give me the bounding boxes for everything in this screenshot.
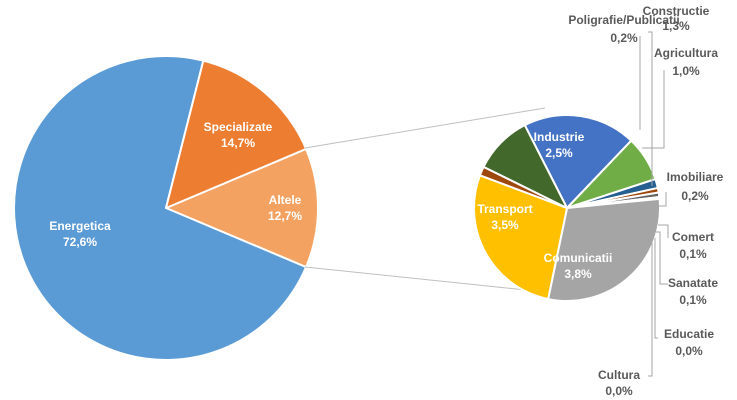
- connector-line-bottom: [304, 266, 546, 293]
- label-comert-name: Comert: [672, 230, 714, 244]
- leader-constructie: [648, 31, 653, 186]
- label-agricultura-name: Agricultura: [654, 46, 718, 60]
- label-transport-value: 3,5%: [491, 218, 519, 232]
- main-pie-slice-energetica: [13, 55, 308, 361]
- leader-sanatate: [656, 231, 668, 285]
- label-comunicatii-name: Comunicatii: [544, 251, 613, 265]
- label-constructie-name: Constructie: [643, 4, 710, 18]
- label-comunicatii-value: 3,8%: [564, 267, 592, 281]
- main-pie: [13, 55, 319, 361]
- connector-line-top: [304, 107, 546, 149]
- label-comert-value: 0,1%: [679, 247, 707, 261]
- label-cultura-name: Cultura: [598, 368, 640, 382]
- label-energetica-value: 72,6%: [63, 235, 97, 249]
- secondary-pie: [473, 114, 661, 302]
- secondary-pie-slice-industrie: [523, 114, 633, 209]
- secondary-pie-slice-constructie: [482, 124, 568, 209]
- label-agricultura-value: 1,0%: [672, 64, 700, 78]
- label-imobiliare-name: Imobiliare: [667, 170, 724, 184]
- leader-cultura: [648, 240, 653, 377]
- secondary-pie-slice-comunicatii: [547, 197, 661, 302]
- label-educatie-name: Educatie: [664, 327, 714, 341]
- label-poligrafie-value: 0,2%: [610, 31, 638, 45]
- leader-agricultura: [642, 70, 665, 149]
- leader-educatie: [654, 238, 658, 339]
- label-specializate-value: 14,7%: [221, 136, 255, 150]
- label-sanatate-name: Sanatate: [668, 276, 718, 290]
- data-labels: Energetica 72,6% Specializate 14,7% Alte…: [49, 4, 723, 398]
- label-industrie-value: 2,5%: [545, 146, 573, 160]
- main-pie-slice-altele: [165, 147, 319, 269]
- label-constructie-value: 1,3%: [662, 19, 690, 33]
- label-transport-name: Transport: [477, 202, 532, 216]
- label-imobiliare-value: 0,2%: [681, 189, 709, 203]
- leader-lines: [639, 31, 669, 377]
- label-sanatate-value: 0,1%: [679, 293, 707, 307]
- pie-connectors: [304, 107, 546, 293]
- label-specializate-name: Specializate: [204, 120, 273, 134]
- leader-imobiliare: [659, 192, 667, 207]
- label-energetica-name: Energetica: [49, 219, 111, 233]
- label-industrie-name: Industrie: [534, 130, 585, 144]
- leader-comert: [658, 224, 669, 238]
- label-altele-value: 12,7%: [268, 209, 302, 223]
- label-altele-name: Altele: [269, 193, 302, 207]
- label-poligrafie-name: Poligrafie/Publicatii: [568, 13, 679, 27]
- main-pie-slice-specializate: [165, 59, 308, 209]
- secondary-pie-slice-transport: [473, 174, 568, 301]
- label-cultura-value: 0,0%: [605, 384, 633, 398]
- label-educatie-value: 0,0%: [675, 344, 703, 358]
